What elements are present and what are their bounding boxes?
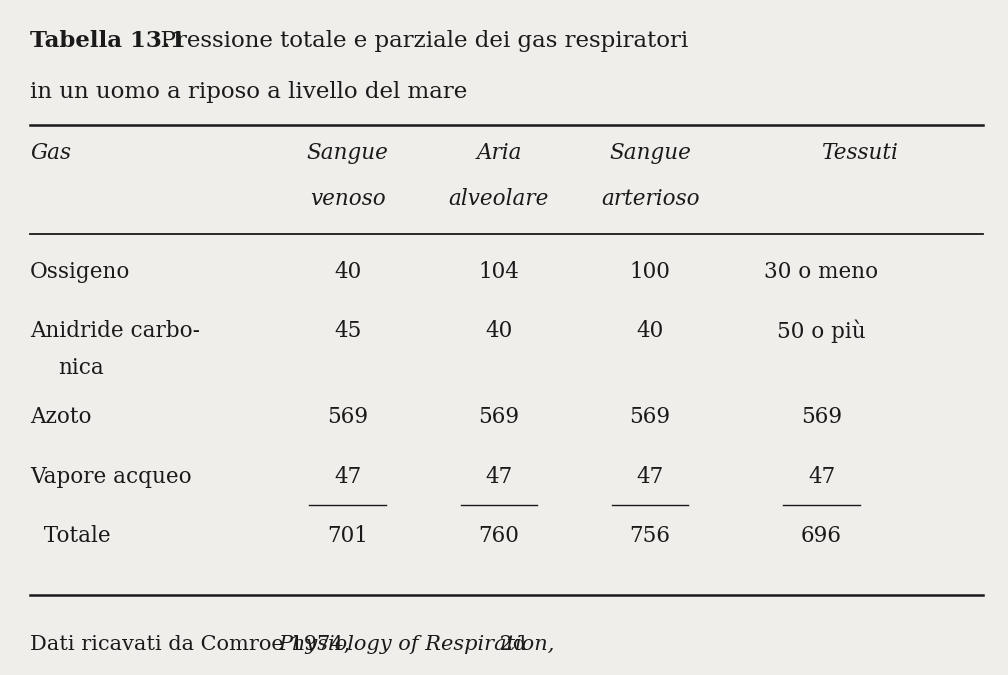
Text: 30 o meno: 30 o meno [764, 261, 879, 283]
Text: 569: 569 [328, 406, 368, 429]
Text: Azoto: Azoto [30, 406, 92, 429]
Text: Vapore acqueo: Vapore acqueo [30, 466, 192, 488]
Text: 760: 760 [479, 525, 519, 547]
Text: 569: 569 [801, 406, 842, 429]
Text: Pressione totale e parziale dei gas respiratori: Pressione totale e parziale dei gas resp… [146, 30, 688, 53]
Text: nica: nica [58, 357, 104, 379]
Text: 40: 40 [485, 320, 513, 342]
Text: Tabella 13.1: Tabella 13.1 [30, 30, 186, 53]
Text: venoso: venoso [309, 188, 386, 210]
Text: in un uomo a riposo a livello del mare: in un uomo a riposo a livello del mare [30, 81, 468, 103]
Text: Aria: Aria [476, 142, 522, 164]
Text: 2d: 2d [493, 635, 526, 654]
Text: 696: 696 [801, 525, 842, 547]
Text: 756: 756 [630, 525, 670, 547]
Text: Gas: Gas [30, 142, 72, 164]
Text: 701: 701 [328, 525, 368, 547]
Text: Ossigeno: Ossigeno [30, 261, 131, 283]
Text: 40: 40 [636, 320, 664, 342]
Text: Anidride carbo-: Anidride carbo- [30, 320, 201, 342]
Text: alveolare: alveolare [449, 188, 549, 210]
Text: Tessuti: Tessuti [822, 142, 898, 164]
Text: Physiology of Respiration,: Physiology of Respiration, [278, 635, 554, 654]
Text: 47: 47 [636, 466, 664, 488]
Text: 104: 104 [479, 261, 519, 283]
Text: arterioso: arterioso [601, 188, 700, 210]
Text: Totale: Totale [30, 525, 111, 547]
Text: 569: 569 [630, 406, 670, 429]
Text: 47: 47 [485, 466, 513, 488]
Text: 47: 47 [807, 466, 836, 488]
Text: 100: 100 [630, 261, 670, 283]
Text: Sangue: Sangue [609, 142, 691, 164]
Text: 50 o più: 50 o più [777, 320, 866, 344]
Text: 40: 40 [334, 261, 362, 283]
Text: Sangue: Sangue [306, 142, 389, 164]
Text: 569: 569 [479, 406, 519, 429]
Text: 45: 45 [334, 320, 362, 342]
Text: Dati ricavati da Comroe 1974,: Dati ricavati da Comroe 1974, [30, 635, 357, 654]
Text: 47: 47 [334, 466, 362, 488]
